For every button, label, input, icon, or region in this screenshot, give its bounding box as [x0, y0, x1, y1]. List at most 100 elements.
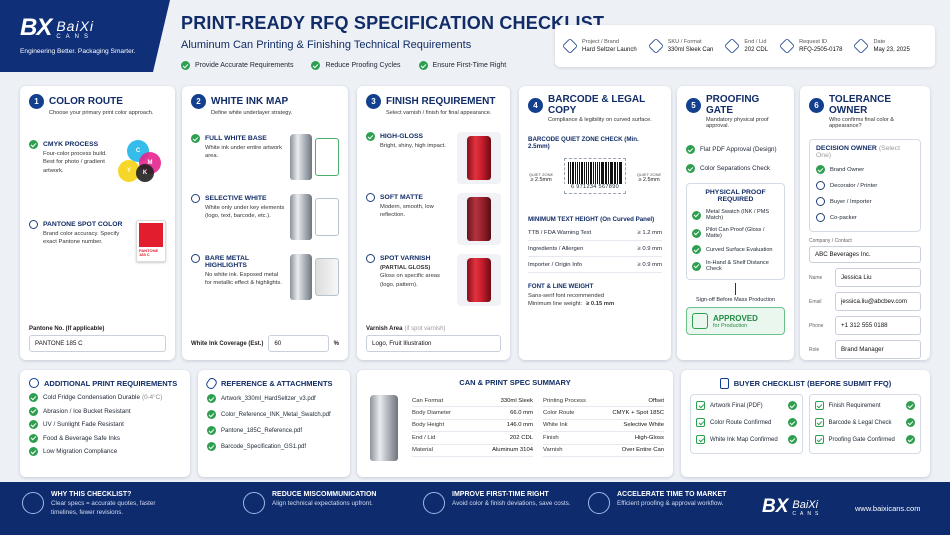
file-item: Color_Reference_INK_Metal_Swatch.pdf: [207, 410, 341, 419]
meta-value: Hard Seltzer Launch: [582, 47, 637, 53]
checkbox: [814, 435, 824, 444]
footer-text: IMPROVE FIRST-TIME RIGHT Avoid color & fi…: [452, 491, 571, 509]
footer-url[interactable]: www.baixicans.com: [855, 504, 921, 513]
approved-title: APPROVED: [713, 313, 758, 323]
buyer-item: Finish Requirement: [814, 401, 915, 410]
min-line-label: Minimum line weight:: [528, 301, 583, 308]
brand-sub: CANS: [792, 511, 823, 517]
can: [290, 134, 312, 180]
step-panel: 2 WHITE INK MAP Define white underlayer st…: [182, 86, 348, 360]
req-item: Abrasion / Ice Bucket Resistant: [29, 406, 181, 416]
bar-line: [596, 162, 599, 184]
file-name: Barcode_Specification_GS1.pdf: [221, 443, 307, 450]
file-item: Artwork_330ml_HardSeltzer_v3.pdf: [207, 394, 341, 403]
summary-value: 330ml Sleek: [500, 397, 533, 404]
contact-input[interactable]: ABC Beverages Inc.: [809, 246, 921, 263]
check-icon: [906, 418, 915, 427]
goal-text: Reduce Proofing Cycles: [325, 62, 401, 69]
white-map: [315, 138, 339, 176]
check-icon: [29, 406, 38, 416]
min-line-value: ≥ 0.15 mm: [586, 301, 615, 308]
contact-row: Role Brand Manager: [809, 340, 921, 359]
buyer-item: Proofing Gate Confirmed: [814, 435, 915, 444]
contact-label: Name: [809, 274, 823, 281]
approved-text: APPROVED for Production: [713, 314, 758, 329]
check-icon: [686, 145, 695, 154]
summary-row: Printing Process Offset: [543, 395, 664, 408]
panel-title: CAN & PRINT SPEC SUMMARY: [459, 378, 571, 387]
check-icon: [207, 442, 216, 451]
bar-line: [595, 162, 596, 184]
panel-title-text: REFERENCE & ATTACHMENTS: [221, 379, 333, 388]
check-icon: [191, 134, 200, 143]
check-icon: [207, 394, 216, 403]
option-row: FULL WHITE BASE White ink under entire ar…: [191, 134, 339, 180]
check-icon: [29, 140, 38, 149]
summary-column: Can Format 330ml Sleek Body Diameter 66.0 m…: [412, 395, 533, 457]
req-text: UV / Sunlight Fade Resistant: [43, 421, 124, 428]
check-text: Pilot Can Proof (Gloss / Matte): [706, 227, 765, 239]
contact-input[interactable]: jessica.liu@abcbev.com: [835, 292, 921, 311]
field-label: Varnish Area (if spot varnish): [366, 326, 446, 332]
section-heading: BARCODE QUIET ZONE CHECK (Min. 2.5mm): [528, 136, 639, 150]
meta-label: End / Lid: [744, 39, 767, 45]
footer-logo: BX BaiXi CANS: [762, 496, 822, 518]
step-panel: 3 FINISH REQUIREMENT Select varnish / fini…: [357, 86, 510, 360]
summary-body: Can Format 330ml Sleek Body Diameter 66.0 m…: [366, 395, 664, 461]
bar-line: [571, 162, 573, 184]
step-header: 1 COLOR ROUTE: [29, 94, 166, 109]
meta-item: End / Lid 202 CDL: [724, 38, 768, 54]
bottom-panel: BUYER CHECKLIST (BEFORE SUBMIT FFQ) Artwo…: [681, 370, 930, 477]
step-panel: 6 TOLERANCE OWNER Who confirms final color…: [800, 86, 930, 360]
logo: BX BaiXi CANS: [20, 14, 170, 42]
finish-thumb: [457, 193, 501, 245]
options: FULL WHITE BASE White ink under entire ar…: [191, 134, 339, 300]
goal-text: Ensure First-Time Right: [432, 62, 507, 69]
check-text: Flat PDF Approval (Design): [700, 146, 777, 153]
buyer-text: Proofing Gate Confirmed: [828, 436, 895, 443]
meta-label: Date: [873, 39, 886, 45]
spec-row: Importer / Origin Info ≥ 0.9 mm: [528, 257, 662, 273]
can: [467, 136, 491, 180]
can: [290, 194, 312, 240]
option-desc: No white ink. Exposed metal for metallic…: [205, 272, 282, 287]
req-item: Cold Fridge Condensation Durable (0-4°C): [29, 393, 181, 402]
quiet-zone-right: QUIET ZONE ≥ 2.5mm: [636, 172, 662, 183]
field-label: Pantone No. (If applicable): [29, 326, 105, 332]
req-item: Low Migration Compliance: [29, 447, 181, 456]
field-input[interactable]: 60: [268, 335, 329, 352]
summary-label: Material: [412, 447, 433, 454]
physical-box: PHYSICAL PROOF REQUIRED Metal Swatch (INK…: [686, 183, 785, 280]
check-icon: [787, 401, 797, 410]
check-icon: [311, 61, 321, 70]
footer-desc: Efficient proofing & approval workflow.: [617, 500, 724, 507]
field-input[interactable]: PANTONE 185 C: [29, 335, 166, 352]
check-icon: [906, 435, 915, 444]
field-hint: (if spot varnish): [404, 326, 446, 332]
can-thumb: [290, 194, 339, 240]
option-text: HIGH-GLOSS Bright, shiny, high impact.: [380, 132, 452, 150]
req-item: UV / Sunlight Fade Resistant: [29, 420, 181, 429]
subtitle: Aluminum Can Printing & Finishing Techni…: [181, 39, 472, 51]
option-row: SPOT VARNISH (PARTIAL GLOSS) Gloss on spec…: [366, 254, 501, 306]
step-subtitle: Who confirms final color & appearance?: [829, 117, 894, 129]
field-input[interactable]: Logo, Fruit Illustration: [366, 335, 501, 352]
summary-value: Offset: [648, 397, 664, 404]
meta-icon: [779, 38, 796, 54]
check-icon: [692, 228, 701, 238]
contact-input[interactable]: +1 312 555 0188: [835, 316, 921, 335]
req-text: Low Migration Compliance: [43, 448, 118, 455]
step-subtitle: Select varnish / finish for final appear…: [386, 110, 492, 116]
bar-line: [617, 162, 618, 188]
meta-item: Date May 23, 2025: [853, 38, 910, 54]
buyer-item: Color Route Confirmed: [696, 418, 797, 427]
contact-input[interactable]: Brand Manager: [835, 340, 921, 359]
option-title: HIGH-GLOSS: [380, 133, 424, 140]
footer-item: ACCELERATE TIME TO MARKET Efficient proof…: [588, 491, 738, 514]
bar-line: [600, 162, 602, 188]
checkbox: [696, 435, 705, 444]
option-desc: Gloss on specific areas (logo, pattern).: [380, 273, 440, 288]
option-desc: White ink under entire artwork area.: [205, 145, 283, 160]
summary-value: 66.0 mm: [510, 410, 533, 417]
contact-input[interactable]: Jessica Liu: [835, 268, 921, 287]
